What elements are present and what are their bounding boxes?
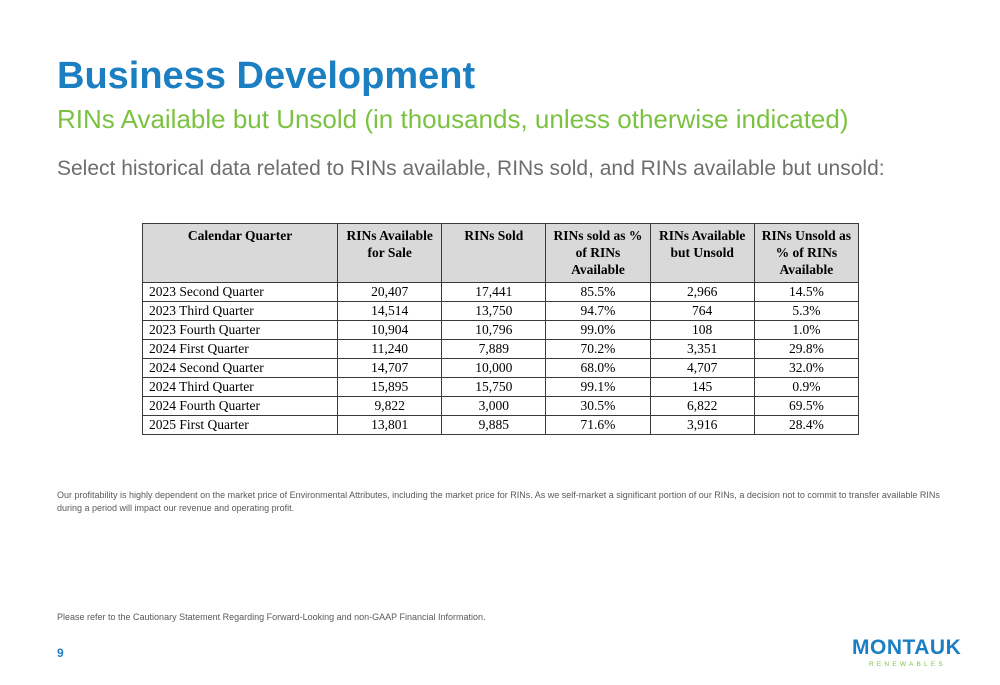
cell-available-unsold: 3,916 (649, 415, 755, 435)
cell-available-for-sale: 20,407 (337, 282, 443, 302)
cell-sold-pct: 68.0% (545, 358, 651, 378)
table-row: 2024 First Quarter 11,240 7,889 70.2% 3,351 2… (141, 339, 860, 359)
cell-sold-pct: 85.5% (545, 282, 651, 302)
cautionary-statement: Please refer to the Cautionary Statement… (57, 612, 486, 622)
cell-sold: 17,441 (441, 282, 547, 302)
table-row: 2023 Third Quarter 14,514 13,750 94.7% 764 5.… (141, 301, 860, 321)
cell-quarter: 2023 Second Quarter (141, 282, 339, 302)
cell-sold: 10,000 (441, 358, 547, 378)
header-calendar-quarter: Calendar Quarter (141, 223, 339, 283)
cell-quarter: 2023 Fourth Quarter (141, 320, 339, 340)
header-rins-sold-pct: RINs sold as % of RINs Available (545, 223, 651, 283)
table-row: 2025 First Quarter 13,801 9,885 71.6% 3,916 2… (141, 415, 860, 435)
table-row: 2023 Fourth Quarter 10,904 10,796 99.0% 108 1… (141, 320, 860, 340)
cell-unsold-pct: 14.5% (753, 282, 860, 302)
cell-available-unsold: 3,351 (649, 339, 755, 359)
cell-quarter: 2024 Fourth Quarter (141, 396, 339, 416)
cell-available-unsold: 145 (649, 377, 755, 397)
disclaimer-text: Our profitability is highly dependent on… (57, 490, 940, 513)
table-row: 2024 Second Quarter 14,707 10,000 68.0% 4,70… (141, 358, 860, 378)
cell-sold-pct: 70.2% (545, 339, 651, 359)
table-row: 2024 Fourth Quarter 9,822 3,000 30.5% 6,822 6… (141, 396, 860, 416)
cell-quarter: 2024 Second Quarter (141, 358, 339, 378)
cell-sold-pct: 99.0% (545, 320, 651, 340)
rins-table-header: Calendar Quarter RINs Available for Sale… (141, 223, 860, 283)
rins-table-body: 2023 Second Quarter 20,407 17,441 85.5% 2,96… (141, 282, 860, 435)
header-rins-available-for-sale: RINs Available for Sale (337, 223, 443, 283)
header-rins-available-unsold: RINs Available but Unsold (649, 223, 755, 283)
table-row: 2024 Third Quarter 15,895 15,750 99.1% 145 0.… (141, 377, 860, 397)
cell-unsold-pct: 5.3% (753, 301, 860, 321)
page-number: 9 (57, 646, 64, 660)
cell-unsold-pct: 32.0% (753, 358, 860, 378)
cell-quarter: 2024 First Quarter (141, 339, 339, 359)
cell-available-for-sale: 9,822 (337, 396, 443, 416)
cell-quarter: 2025 First Quarter (141, 415, 339, 435)
header-row: Calendar Quarter RINs Available for Sale… (141, 223, 860, 283)
cell-available-unsold: 2,966 (649, 282, 755, 302)
rins-table: Calendar Quarter RINs Available for Sale… (141, 223, 860, 435)
cell-available-for-sale: 10,904 (337, 320, 443, 340)
cell-available-unsold: 6,822 (649, 396, 755, 416)
cell-quarter: 2023 Third Quarter (141, 301, 339, 321)
cell-quarter: 2024 Third Quarter (141, 377, 339, 397)
montauk-logo: MONTAUK RENEWABLES (852, 636, 961, 670)
cell-sold: 13,750 (441, 301, 547, 321)
logo-tagline: RENEWABLES (869, 661, 946, 668)
cell-unsold-pct: 29.8% (753, 339, 860, 359)
cell-available-unsold: 108 (649, 320, 755, 340)
cell-available-for-sale: 14,707 (337, 358, 443, 378)
cell-sold: 7,889 (441, 339, 547, 359)
cell-sold-pct: 94.7% (545, 301, 651, 321)
table-row: 2023 Second Quarter 20,407 17,441 85.5% 2,96… (141, 282, 860, 302)
cell-sold-pct: 71.6% (545, 415, 651, 435)
cell-available-for-sale: 11,240 (337, 339, 443, 359)
cell-sold-pct: 30.5% (545, 396, 651, 416)
cell-available-for-sale: 15,895 (337, 377, 443, 397)
cell-sold-pct: 99.1% (545, 377, 651, 397)
cell-available-for-sale: 14,514 (337, 301, 443, 321)
cell-unsold-pct: 28.4% (753, 415, 860, 435)
cell-available-for-sale: 13,801 (337, 415, 443, 435)
logo-wordmark: MONTAUK (852, 636, 962, 659)
cell-unsold-pct: 69.5% (753, 396, 860, 416)
slide-title: Business Development (57, 55, 476, 97)
header-rins-sold: RINs Sold (441, 223, 547, 283)
cell-unsold-pct: 0.9% (753, 377, 860, 397)
cell-sold: 9,885 (441, 415, 547, 435)
intro-text: Select historical data related to RINs a… (57, 157, 885, 180)
cell-sold: 3,000 (441, 396, 547, 416)
cell-available-unsold: 764 (649, 301, 755, 321)
cell-unsold-pct: 1.0% (753, 320, 860, 340)
header-rins-unsold-pct: RINs Unsold as % of RINs Available (753, 223, 860, 283)
cell-sold: 15,750 (441, 377, 547, 397)
cell-available-unsold: 4,707 (649, 358, 755, 378)
slide-subtitle: RINs Available but Unsold (in thousands,… (57, 104, 849, 134)
cell-sold: 10,796 (441, 320, 547, 340)
